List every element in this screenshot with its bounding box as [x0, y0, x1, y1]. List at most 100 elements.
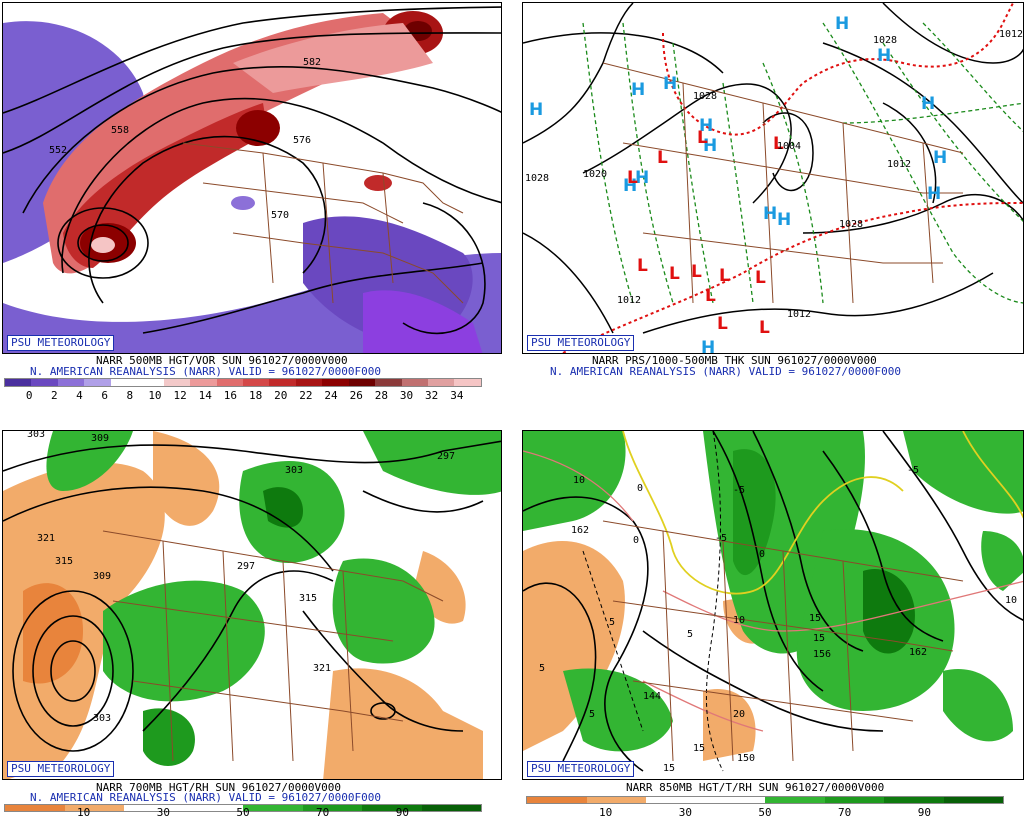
contour-label: 582	[303, 57, 321, 68]
low-pressure-marker: L	[705, 286, 716, 306]
panel-sfc-pressure-thickness: H H H H H H H H H H H H H H H L L L L	[512, 0, 1024, 409]
colorbar-label: 16	[223, 389, 238, 402]
contour-label: 309	[93, 571, 111, 582]
colorbar-swatch	[242, 379, 270, 386]
temp-label: -5	[715, 533, 727, 544]
contour-label: 303	[27, 431, 45, 440]
temp-label: -5	[907, 465, 919, 476]
contour-label: 552	[49, 145, 67, 156]
contour-label: 321	[37, 533, 55, 544]
contour-label: 303	[93, 713, 111, 724]
colorbar-swatch	[124, 805, 184, 811]
low-pressure-marker: L	[697, 128, 708, 148]
colorbar-swatch	[243, 805, 303, 811]
colorbar-swatch	[322, 379, 349, 386]
temp-label: 10	[733, 615, 745, 626]
low-pressure-marker: L	[657, 148, 668, 168]
colorbar-label: 12	[173, 389, 187, 402]
colorbar-swatch	[216, 379, 243, 386]
colorbar-label: 30	[678, 806, 692, 819]
vorticity-colorbar	[4, 378, 482, 387]
colorbar-label: 34	[450, 389, 464, 402]
colorbar-label: 50	[236, 806, 250, 819]
colorbar-swatch	[269, 379, 296, 386]
colorbar-label: 90	[917, 806, 931, 819]
temp-label: 5	[609, 617, 615, 628]
colorbar-swatch	[586, 797, 646, 803]
caption-line2: N. AMERICAN REANALYSIS (NARR) VALID = 96…	[30, 791, 381, 804]
caption-line1: NARR PRS/1000-500MB THK SUN 961027/0000V…	[592, 354, 877, 367]
rh-scale-labels: 10 30 50 70 90	[4, 806, 482, 819]
colorbar-swatch	[190, 379, 217, 386]
contour-label: 1012	[617, 295, 641, 306]
colorbar-swatch	[362, 805, 422, 811]
colorbar-swatch	[348, 379, 376, 386]
colorbar-label: 70	[316, 806, 330, 819]
colorbar-label: 28	[374, 389, 388, 402]
colorbar-swatch	[646, 797, 706, 803]
colorbar-swatch	[110, 379, 138, 386]
temp-label: 15	[693, 743, 705, 754]
colorbar-swatch	[943, 797, 1003, 803]
contour-label: 162	[571, 525, 589, 536]
contour-label: 576	[293, 135, 311, 146]
panel-500mb-vorticity: 552 558 570 576 582 PSU METEOROLOGY NARR…	[0, 0, 512, 409]
temp-label: 15	[809, 613, 821, 624]
contour-label: 309	[91, 433, 109, 444]
caption-line2: N. AMERICAN REANALYSIS (NARR) VALID = 96…	[550, 365, 901, 378]
brand-label: PSU METEOROLOGY	[527, 761, 635, 777]
colorbar-swatch	[5, 379, 32, 386]
colorbar-label: 2	[51, 389, 58, 402]
temp-label: 0	[637, 483, 643, 494]
colorbar-label: 70	[838, 806, 852, 819]
panel-700mb-rh: 303 309 303 297 321 315 309 315 297 321 …	[0, 410, 512, 819]
colorbar-swatch	[527, 797, 587, 803]
colorbar-label: 14	[198, 389, 212, 402]
low-pressure-marker: L	[719, 266, 730, 286]
high-pressure-marker: H	[701, 338, 715, 354]
colorbar-label: 50	[758, 806, 772, 819]
colorbar-label: 10	[77, 806, 91, 819]
caption-line1: NARR 700MB HGT/RH SUN 961027/0000V000	[96, 781, 342, 794]
contour-label: 162	[909, 647, 927, 658]
temp-label: 15	[663, 763, 675, 774]
caption-line1: NARR 500MB HGT/VOR SUN 961027/0000V000	[96, 354, 348, 367]
temp-label: 0	[759, 549, 765, 560]
contour-label: 1028	[525, 173, 549, 184]
contour-label: 1028	[693, 91, 717, 102]
vorticity-field: 552 558 570 576 582	[3, 3, 501, 353]
colorbar-label: 32	[425, 389, 439, 402]
low-pressure-marker: L	[717, 314, 728, 334]
map-sfc-pressure-thickness: H H H H H H H H H H H H H H H L L L L	[522, 2, 1024, 354]
colorbar-label: 30	[156, 806, 170, 819]
colorbar-swatch	[295, 379, 323, 386]
rh-field-700mb: 303 309 303 297 321 315 309 315 297 321 …	[3, 431, 501, 779]
contour-label: 297	[437, 451, 455, 462]
brand-label: PSU METEOROLOGY	[7, 335, 115, 351]
temp-label: -5	[733, 485, 745, 496]
vorticity-scale-labels: 0 2 4 6 8 10 12 14 16 18 20 22 24 26 28 30 32 34	[4, 389, 482, 403]
high-pressure-marker: H	[623, 176, 637, 196]
high-pressure-marker: H	[763, 204, 777, 224]
colorbar-swatch	[302, 805, 362, 811]
rh-scale-labels-850mb: 10 30 50 70 90	[526, 806, 1004, 819]
contour-label: 1028	[873, 35, 897, 46]
colorbar-label: 90	[395, 806, 409, 819]
contour-label: 315	[299, 593, 317, 604]
colorbar-swatch	[401, 379, 428, 386]
colorbar-label: 4	[76, 389, 83, 402]
colorbar-swatch	[64, 805, 124, 811]
contour-label: 303	[285, 465, 303, 476]
contour-label: 1012	[787, 309, 811, 320]
high-pressure-marker: H	[877, 46, 891, 66]
temp-label: 5	[589, 709, 595, 720]
colorbar-label: 22	[299, 389, 313, 402]
colorbar-label: 26	[349, 389, 363, 402]
colorbar-swatch	[137, 379, 164, 386]
temp-label: 10	[1005, 595, 1017, 606]
high-pressure-marker: H	[835, 14, 849, 34]
colorbar-swatch	[705, 797, 765, 803]
pressure-field: H H H H H H H H H H H H H H H L L L L	[523, 3, 1023, 354]
temp-label: 5	[687, 629, 693, 640]
colorbar-swatch	[884, 797, 944, 803]
